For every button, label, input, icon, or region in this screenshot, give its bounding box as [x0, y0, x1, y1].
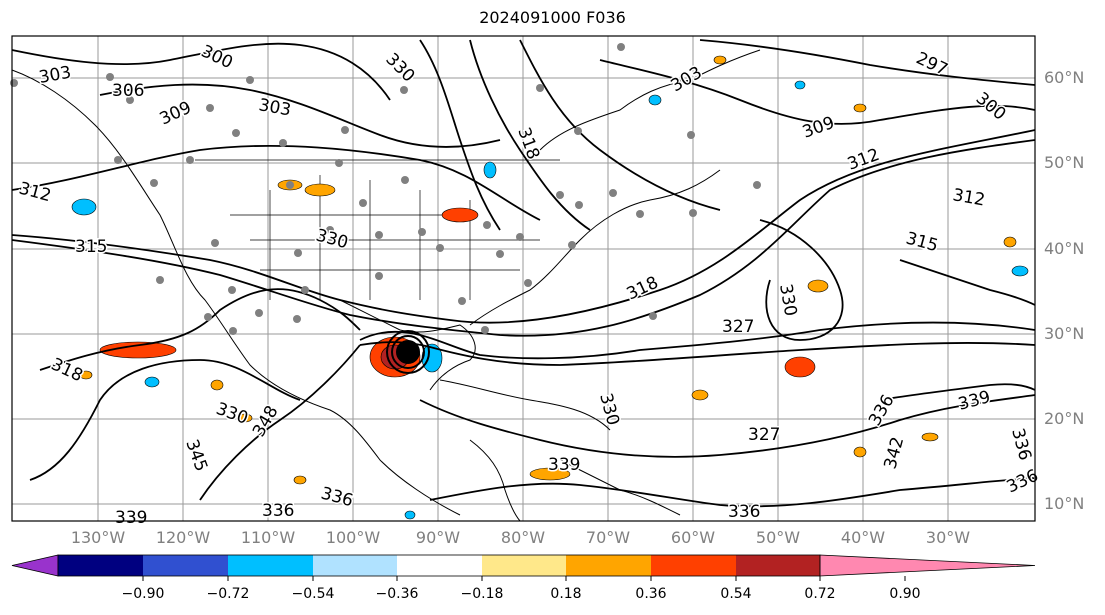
colorbar-tick-label: 0.90: [889, 586, 921, 602]
lon-label: 60°W: [670, 528, 716, 547]
contour-label: 327: [722, 317, 754, 337]
map-frame: [11, 35, 1036, 522]
contour-label: 312: [951, 185, 986, 210]
lon-label: 50°W: [755, 528, 801, 547]
lon-label: 40°W: [840, 528, 886, 547]
lat-label: 10°N: [1044, 494, 1085, 513]
lat-label: 30°N: [1044, 324, 1085, 343]
map-title: 2024091000 F036: [479, 8, 626, 27]
colorbar-tick-label: 0.72: [804, 586, 836, 602]
colorbar-tick-label: −0.18: [460, 586, 504, 602]
lon-label: 120°W: [155, 528, 211, 547]
storm-center: [386, 330, 430, 374]
graticule: [12, 36, 1035, 521]
lon-label: 70°W: [585, 528, 631, 547]
lon-label: 80°W: [500, 528, 546, 547]
contour-label: 339: [115, 508, 147, 528]
lat-label: 60°N: [1044, 68, 1085, 87]
shaded-field: [71, 55, 1029, 520]
colorbar-tick-label: −0.72: [206, 586, 250, 602]
colorbar-tick-label: 0.54: [720, 586, 752, 602]
lon-label: 90°W: [415, 528, 461, 547]
contour-label: 336: [728, 502, 760, 522]
contour-label: 327: [748, 425, 780, 445]
lon-label: 110°W: [240, 528, 296, 547]
lat-label: 50°N: [1044, 153, 1085, 172]
lat-label: 40°N: [1044, 239, 1085, 258]
lon-label: 100°W: [325, 528, 381, 547]
contour-label: 336: [262, 501, 294, 521]
colorbar-tick-label: 0.18: [550, 586, 582, 602]
colorbar-tick-label: −0.90: [121, 586, 165, 602]
lon-label: 130°W: [70, 528, 126, 547]
colorbar-tick-label: −0.36: [375, 586, 419, 602]
contour-label: 339: [548, 455, 580, 475]
colorbar-tick-label: 0.36: [635, 586, 667, 602]
contours: [11, 39, 1036, 508]
colorbar-tick-label: −0.54: [291, 586, 335, 602]
lon-label: 30°W: [925, 528, 971, 547]
contour-label: 315: [75, 237, 107, 257]
station-dots: [10, 43, 761, 335]
contour-label: 306: [112, 81, 144, 101]
contour-label: 315: [904, 229, 941, 257]
lat-label: 20°N: [1044, 409, 1085, 428]
borders: [195, 159, 560, 300]
